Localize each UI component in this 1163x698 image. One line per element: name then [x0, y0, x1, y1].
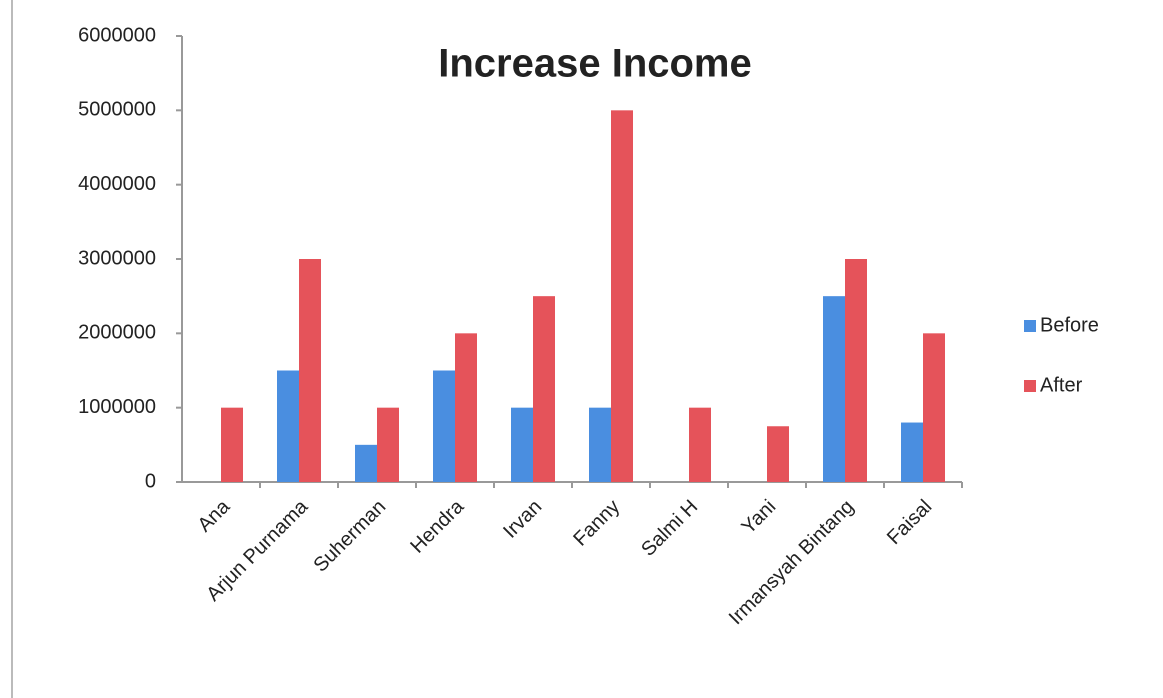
y-tick-label: 4000000 [78, 173, 156, 195]
bar [299, 259, 321, 482]
x-tick-label: Yani [737, 496, 780, 539]
bar [845, 259, 867, 482]
x-tick-label: Irvan [499, 496, 546, 543]
bar [433, 370, 455, 482]
y-tick-label: 0 [145, 470, 156, 492]
legend-swatch [1024, 380, 1036, 392]
bar [923, 333, 945, 482]
y-tick-label: 6000000 [78, 24, 156, 46]
x-tick-label: Hendra [406, 495, 469, 558]
legend-swatch [1024, 320, 1036, 332]
bar [511, 407, 533, 482]
bar [277, 370, 299, 482]
bar [221, 407, 243, 482]
bar [689, 407, 711, 482]
legend-label: Before [1040, 314, 1099, 336]
x-tick-label: Suherman [309, 496, 390, 577]
bar [767, 426, 789, 482]
x-tick-label: Salmi H [637, 496, 702, 561]
bar [355, 444, 377, 482]
bar [377, 407, 399, 482]
x-tick-label: Fanny [569, 496, 624, 551]
bar [823, 296, 845, 482]
legend-label: After [1040, 374, 1083, 396]
bar [533, 296, 555, 482]
y-tick-label: 5000000 [78, 99, 156, 121]
x-tick-label: Faisal [883, 496, 936, 549]
bar [611, 110, 633, 482]
bar [455, 333, 477, 482]
y-tick-label: 2000000 [78, 322, 156, 344]
y-tick-label: 1000000 [78, 396, 156, 418]
chart-title: Increase Income [438, 42, 752, 86]
bar [901, 422, 923, 482]
bar [589, 407, 611, 482]
y-tick-label: 3000000 [78, 247, 156, 269]
x-tick-label: Ana [194, 495, 235, 536]
